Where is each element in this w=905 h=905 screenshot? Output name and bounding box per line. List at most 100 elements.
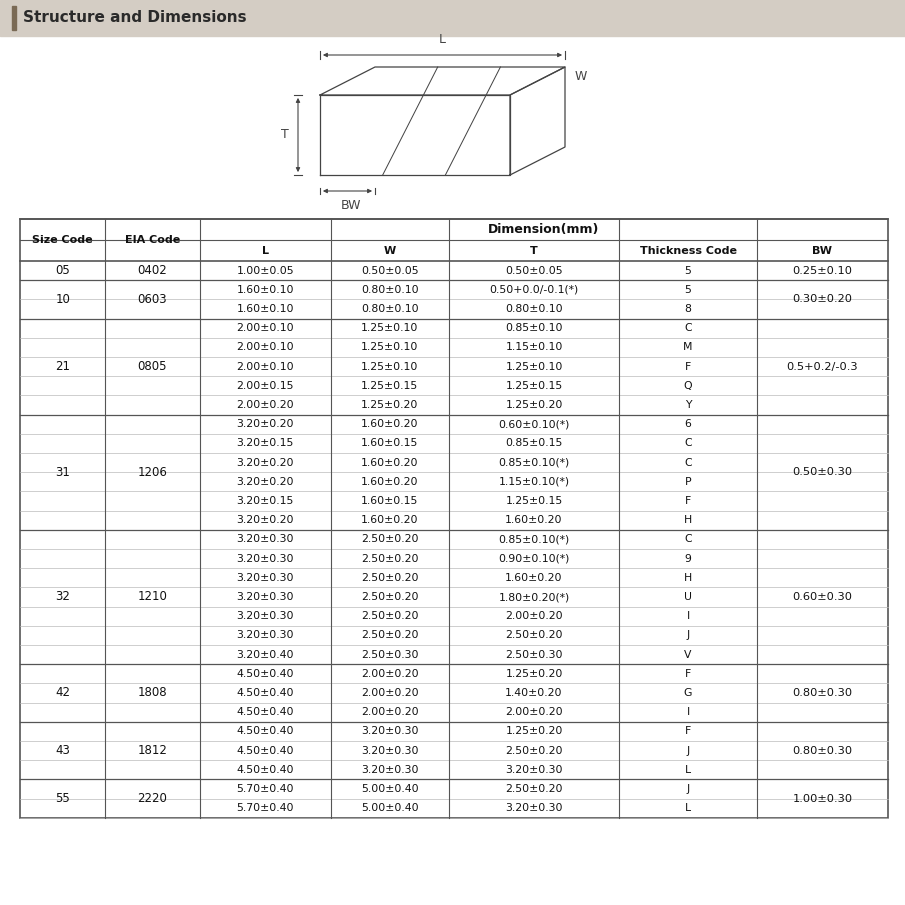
Text: 1.25±0.15: 1.25±0.15 xyxy=(361,381,418,391)
Text: 0.80±0.10: 0.80±0.10 xyxy=(361,285,419,295)
Text: L: L xyxy=(262,245,269,255)
Text: 0.80±0.30: 0.80±0.30 xyxy=(793,688,853,698)
Text: 0.5+0.2/-0.3: 0.5+0.2/-0.3 xyxy=(786,362,858,372)
Text: 1.60±0.15: 1.60±0.15 xyxy=(361,496,418,506)
Text: 21: 21 xyxy=(55,360,70,373)
Text: Q: Q xyxy=(684,381,692,391)
Text: 1206: 1206 xyxy=(138,466,167,479)
Text: 1.25±0.10: 1.25±0.10 xyxy=(361,342,418,352)
Text: H: H xyxy=(684,573,692,583)
Text: 0.50±0.05: 0.50±0.05 xyxy=(361,265,419,276)
Text: 0.30±0.20: 0.30±0.20 xyxy=(793,294,853,304)
Text: 3.20±0.30: 3.20±0.30 xyxy=(361,746,418,756)
Text: 8: 8 xyxy=(684,304,691,314)
Text: 2.50±0.20: 2.50±0.20 xyxy=(361,611,418,621)
Text: 0402: 0402 xyxy=(138,264,167,277)
Text: 0.85±0.10: 0.85±0.10 xyxy=(505,323,563,333)
Text: 1.15±0.10(*): 1.15±0.10(*) xyxy=(499,477,569,487)
Text: 1.00±0.05: 1.00±0.05 xyxy=(236,265,294,276)
Text: 2.00±0.10: 2.00±0.10 xyxy=(236,362,294,372)
Text: J: J xyxy=(686,784,690,794)
Text: Structure and Dimensions: Structure and Dimensions xyxy=(23,11,247,25)
Text: 32: 32 xyxy=(55,590,70,604)
Text: 0.50+0.0/-0.1(*): 0.50+0.0/-0.1(*) xyxy=(490,285,578,295)
Text: C: C xyxy=(684,323,691,333)
Text: 4.50±0.40: 4.50±0.40 xyxy=(236,669,294,679)
Text: V: V xyxy=(684,650,691,660)
Text: C: C xyxy=(684,534,691,545)
Text: 3.20±0.30: 3.20±0.30 xyxy=(361,727,418,737)
Text: 5: 5 xyxy=(684,285,691,295)
Bar xyxy=(0,0,905,36)
Text: 2.00±0.20: 2.00±0.20 xyxy=(361,669,419,679)
Text: 6: 6 xyxy=(684,419,691,429)
Text: 1812: 1812 xyxy=(138,744,167,757)
Text: Thickness Code: Thickness Code xyxy=(640,245,737,255)
Text: 0.90±0.10(*): 0.90±0.10(*) xyxy=(499,554,569,564)
Text: 43: 43 xyxy=(55,744,70,757)
Text: 2.50±0.30: 2.50±0.30 xyxy=(505,650,563,660)
Text: 0603: 0603 xyxy=(138,293,167,306)
Text: 2.00±0.20: 2.00±0.20 xyxy=(505,611,563,621)
Text: I: I xyxy=(686,611,690,621)
Text: 1.25±0.20: 1.25±0.20 xyxy=(505,669,563,679)
Text: 3.20±0.30: 3.20±0.30 xyxy=(236,631,294,641)
Text: 3.20±0.30: 3.20±0.30 xyxy=(236,534,294,545)
Text: 3.20±0.30: 3.20±0.30 xyxy=(236,554,294,564)
Text: 1.00±0.30: 1.00±0.30 xyxy=(793,794,853,804)
Text: 0.85±0.15: 0.85±0.15 xyxy=(505,438,563,448)
Text: 1.60±0.20: 1.60±0.20 xyxy=(361,515,418,525)
Text: 1.25±0.10: 1.25±0.10 xyxy=(361,323,418,333)
Text: 3.20±0.15: 3.20±0.15 xyxy=(236,438,294,448)
Text: J: J xyxy=(686,631,690,641)
Text: 1.60±0.10: 1.60±0.10 xyxy=(236,304,294,314)
Text: 1.60±0.15: 1.60±0.15 xyxy=(361,438,418,448)
Text: Dimension(mm): Dimension(mm) xyxy=(488,223,599,236)
Text: 3.20±0.30: 3.20±0.30 xyxy=(236,573,294,583)
Text: W: W xyxy=(575,71,587,83)
Text: 1.60±0.20: 1.60±0.20 xyxy=(361,458,418,468)
Text: 1.80±0.20(*): 1.80±0.20(*) xyxy=(499,592,569,602)
Text: 0.50±0.05: 0.50±0.05 xyxy=(505,265,563,276)
Text: 3.20±0.30: 3.20±0.30 xyxy=(236,592,294,602)
Text: F: F xyxy=(685,362,691,372)
Text: 0.85±0.10(*): 0.85±0.10(*) xyxy=(499,458,569,468)
Text: BW: BW xyxy=(340,199,361,212)
Text: 1.60±0.20: 1.60±0.20 xyxy=(505,573,563,583)
Text: 0.60±0.10(*): 0.60±0.10(*) xyxy=(499,419,569,429)
Text: 1.25±0.15: 1.25±0.15 xyxy=(505,496,563,506)
Text: J: J xyxy=(686,746,690,756)
Text: Size Code: Size Code xyxy=(33,235,93,245)
Text: EIA Code: EIA Code xyxy=(125,235,180,245)
Text: 2.00±0.15: 2.00±0.15 xyxy=(236,381,294,391)
Text: 1.25±0.10: 1.25±0.10 xyxy=(505,362,563,372)
Text: 1.60±0.20: 1.60±0.20 xyxy=(505,515,563,525)
Text: 1.25±0.10: 1.25±0.10 xyxy=(361,362,418,372)
Text: 0.25±0.10: 0.25±0.10 xyxy=(793,265,853,276)
Text: C: C xyxy=(684,458,691,468)
Text: 3.20±0.30: 3.20±0.30 xyxy=(236,611,294,621)
Text: 5.70±0.40: 5.70±0.40 xyxy=(236,804,294,814)
Text: 2.00±0.20: 2.00±0.20 xyxy=(236,400,294,410)
Text: 2.50±0.20: 2.50±0.20 xyxy=(361,573,418,583)
Text: P: P xyxy=(685,477,691,487)
Text: 5.70±0.40: 5.70±0.40 xyxy=(236,784,294,794)
Text: F: F xyxy=(685,727,691,737)
Text: 2.00±0.10: 2.00±0.10 xyxy=(236,342,294,352)
Text: 2.50±0.20: 2.50±0.20 xyxy=(505,631,563,641)
Text: 2.50±0.30: 2.50±0.30 xyxy=(361,650,418,660)
Text: 2.00±0.20: 2.00±0.20 xyxy=(505,707,563,717)
Text: L: L xyxy=(685,765,691,775)
Bar xyxy=(20,219,888,818)
Text: 1.25±0.20: 1.25±0.20 xyxy=(505,727,563,737)
Text: 2.50±0.20: 2.50±0.20 xyxy=(361,554,418,564)
Text: 1.25±0.20: 1.25±0.20 xyxy=(361,400,418,410)
Text: 2.50±0.20: 2.50±0.20 xyxy=(505,784,563,794)
Text: 3.20±0.30: 3.20±0.30 xyxy=(505,804,563,814)
Text: 3.20±0.30: 3.20±0.30 xyxy=(505,765,563,775)
Text: 0.80±0.10: 0.80±0.10 xyxy=(361,304,419,314)
Text: 4.50±0.40: 4.50±0.40 xyxy=(236,746,294,756)
Text: 1.60±0.10: 1.60±0.10 xyxy=(236,285,294,295)
Text: 3.20±0.20: 3.20±0.20 xyxy=(236,515,294,525)
Text: 0805: 0805 xyxy=(138,360,167,373)
